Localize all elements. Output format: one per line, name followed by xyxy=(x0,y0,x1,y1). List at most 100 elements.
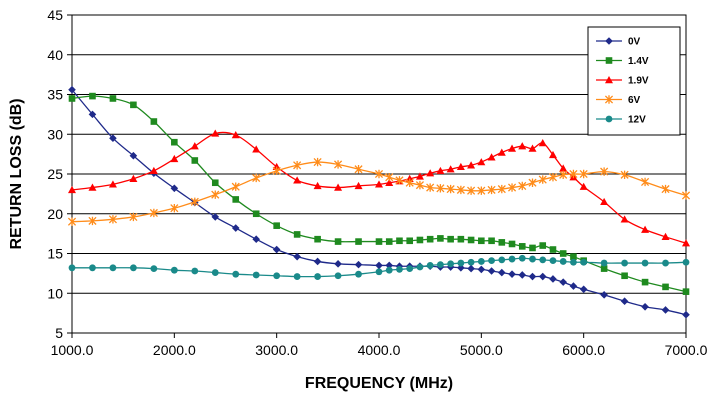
data-point-6v xyxy=(170,203,179,213)
data-point-1p9v xyxy=(508,144,517,152)
data-point-1p4v xyxy=(314,235,321,243)
data-point-0v xyxy=(477,265,486,274)
data-point-1p4v xyxy=(334,238,342,245)
data-point-12v xyxy=(508,255,516,263)
data-point-12v xyxy=(498,256,506,264)
data-point-0v xyxy=(528,272,537,281)
data-point-0v xyxy=(293,252,301,261)
x-axis-ticks: 1000.0 2000.0 3000.0 4000.0 5000.0 6000.0 7000… xyxy=(51,333,708,358)
data-point-1p4v xyxy=(529,244,536,252)
data-point-6v xyxy=(108,215,117,224)
series-layer xyxy=(67,85,691,319)
data-point-12v xyxy=(549,257,557,265)
data-point-6v xyxy=(272,166,281,176)
data-point-1p4v xyxy=(539,242,547,249)
data-point-1p4v xyxy=(171,138,178,146)
data-point-1p4v xyxy=(559,250,567,257)
data-point-1p4v xyxy=(416,236,424,244)
data-point-0v xyxy=(518,271,527,279)
x-tick-label: 7000.0 xyxy=(665,342,708,358)
data-point-6v xyxy=(405,178,414,187)
data-point-1p4v xyxy=(467,236,475,244)
data-point-1p4v xyxy=(89,92,96,100)
data-point-12v xyxy=(682,258,690,266)
data-point-0v xyxy=(620,297,629,305)
data-point-1p9v xyxy=(231,131,240,139)
legend-label-6v: 6V xyxy=(628,95,641,106)
data-point-6v xyxy=(600,167,609,176)
data-point-12v xyxy=(273,272,281,280)
data-point-12v xyxy=(293,273,301,280)
data-point-0v xyxy=(559,278,567,286)
x-tick-label: 2000.0 xyxy=(153,342,196,358)
data-point-0v xyxy=(334,260,342,268)
legend-marker-1p9v xyxy=(605,76,613,84)
data-point-1p9v xyxy=(477,158,486,166)
data-point-12v xyxy=(426,262,434,269)
data-point-1p9v xyxy=(385,178,394,186)
data-point-1p9v xyxy=(211,129,220,137)
data-point-1p9v xyxy=(538,138,547,147)
data-point-12v xyxy=(559,258,567,265)
data-point-12v xyxy=(457,259,465,267)
data-point-1p9v xyxy=(497,148,506,156)
data-point-0v xyxy=(109,134,117,143)
x-tick-label: 5000.0 xyxy=(460,342,503,358)
data-point-0v xyxy=(579,285,588,294)
data-point-12v xyxy=(385,266,393,274)
data-point-0v xyxy=(487,267,496,275)
x-tick-label: 6000.0 xyxy=(562,342,605,358)
y-tick-label: 20 xyxy=(47,206,63,222)
x-tick-label: 1000.0 xyxy=(51,342,94,358)
legend-label-12v: 12V xyxy=(628,115,646,126)
legend: 0V 1.4V 1.9V 6V 12V xyxy=(587,26,681,136)
data-point-1p9v xyxy=(88,183,97,191)
data-point-0v xyxy=(272,245,281,254)
data-point-12v xyxy=(109,264,117,272)
data-point-1p9v xyxy=(579,182,588,190)
series-1p9v xyxy=(68,129,690,247)
data-point-0v xyxy=(661,306,670,314)
data-point-1p9v xyxy=(415,172,424,180)
data-point-1p4v xyxy=(682,288,690,295)
data-point-12v xyxy=(170,266,178,274)
legend-label-0v: 0V xyxy=(628,37,641,48)
data-point-1p9v xyxy=(149,166,158,175)
legend-label-1p4v: 1.4V xyxy=(628,56,649,67)
data-point-6v xyxy=(88,216,97,226)
data-point-1p9v xyxy=(313,181,322,190)
data-point-1p4v xyxy=(109,95,117,102)
data-point-0v xyxy=(68,85,76,94)
data-point-12v xyxy=(641,259,649,267)
data-point-1p4v xyxy=(549,246,557,253)
series-line-1p9v xyxy=(71,131,687,244)
data-point-1p4v xyxy=(150,118,158,125)
data-point-1p9v xyxy=(436,166,445,175)
data-point-6v xyxy=(620,170,629,179)
data-point-12v xyxy=(150,265,158,273)
data-point-6v xyxy=(436,184,445,193)
data-point-6v xyxy=(641,177,650,187)
series-12v xyxy=(68,254,690,280)
data-point-1p4v xyxy=(437,235,444,242)
data-point-6v xyxy=(538,175,547,184)
data-point-6v xyxy=(518,181,527,191)
data-point-0v xyxy=(508,270,516,278)
data-point-12v xyxy=(529,255,536,263)
data-point-1p4v xyxy=(232,196,240,203)
data-point-1p4v xyxy=(457,235,465,243)
data-point-12v xyxy=(570,258,577,266)
data-point-12v xyxy=(232,270,240,278)
data-point-0v xyxy=(88,110,97,119)
data-point-1p9v xyxy=(548,150,557,159)
data-point-1p4v xyxy=(375,238,383,245)
data-point-1p4v xyxy=(293,231,301,238)
data-point-6v xyxy=(231,182,240,191)
data-point-0v xyxy=(498,268,506,277)
data-point-6v xyxy=(456,185,465,195)
data-point-12v xyxy=(375,268,383,276)
data-point-0v xyxy=(129,151,138,160)
y-tick-label: 40 xyxy=(47,47,63,63)
data-point-0v xyxy=(467,264,475,273)
legend-marker-1p4v xyxy=(605,57,613,64)
